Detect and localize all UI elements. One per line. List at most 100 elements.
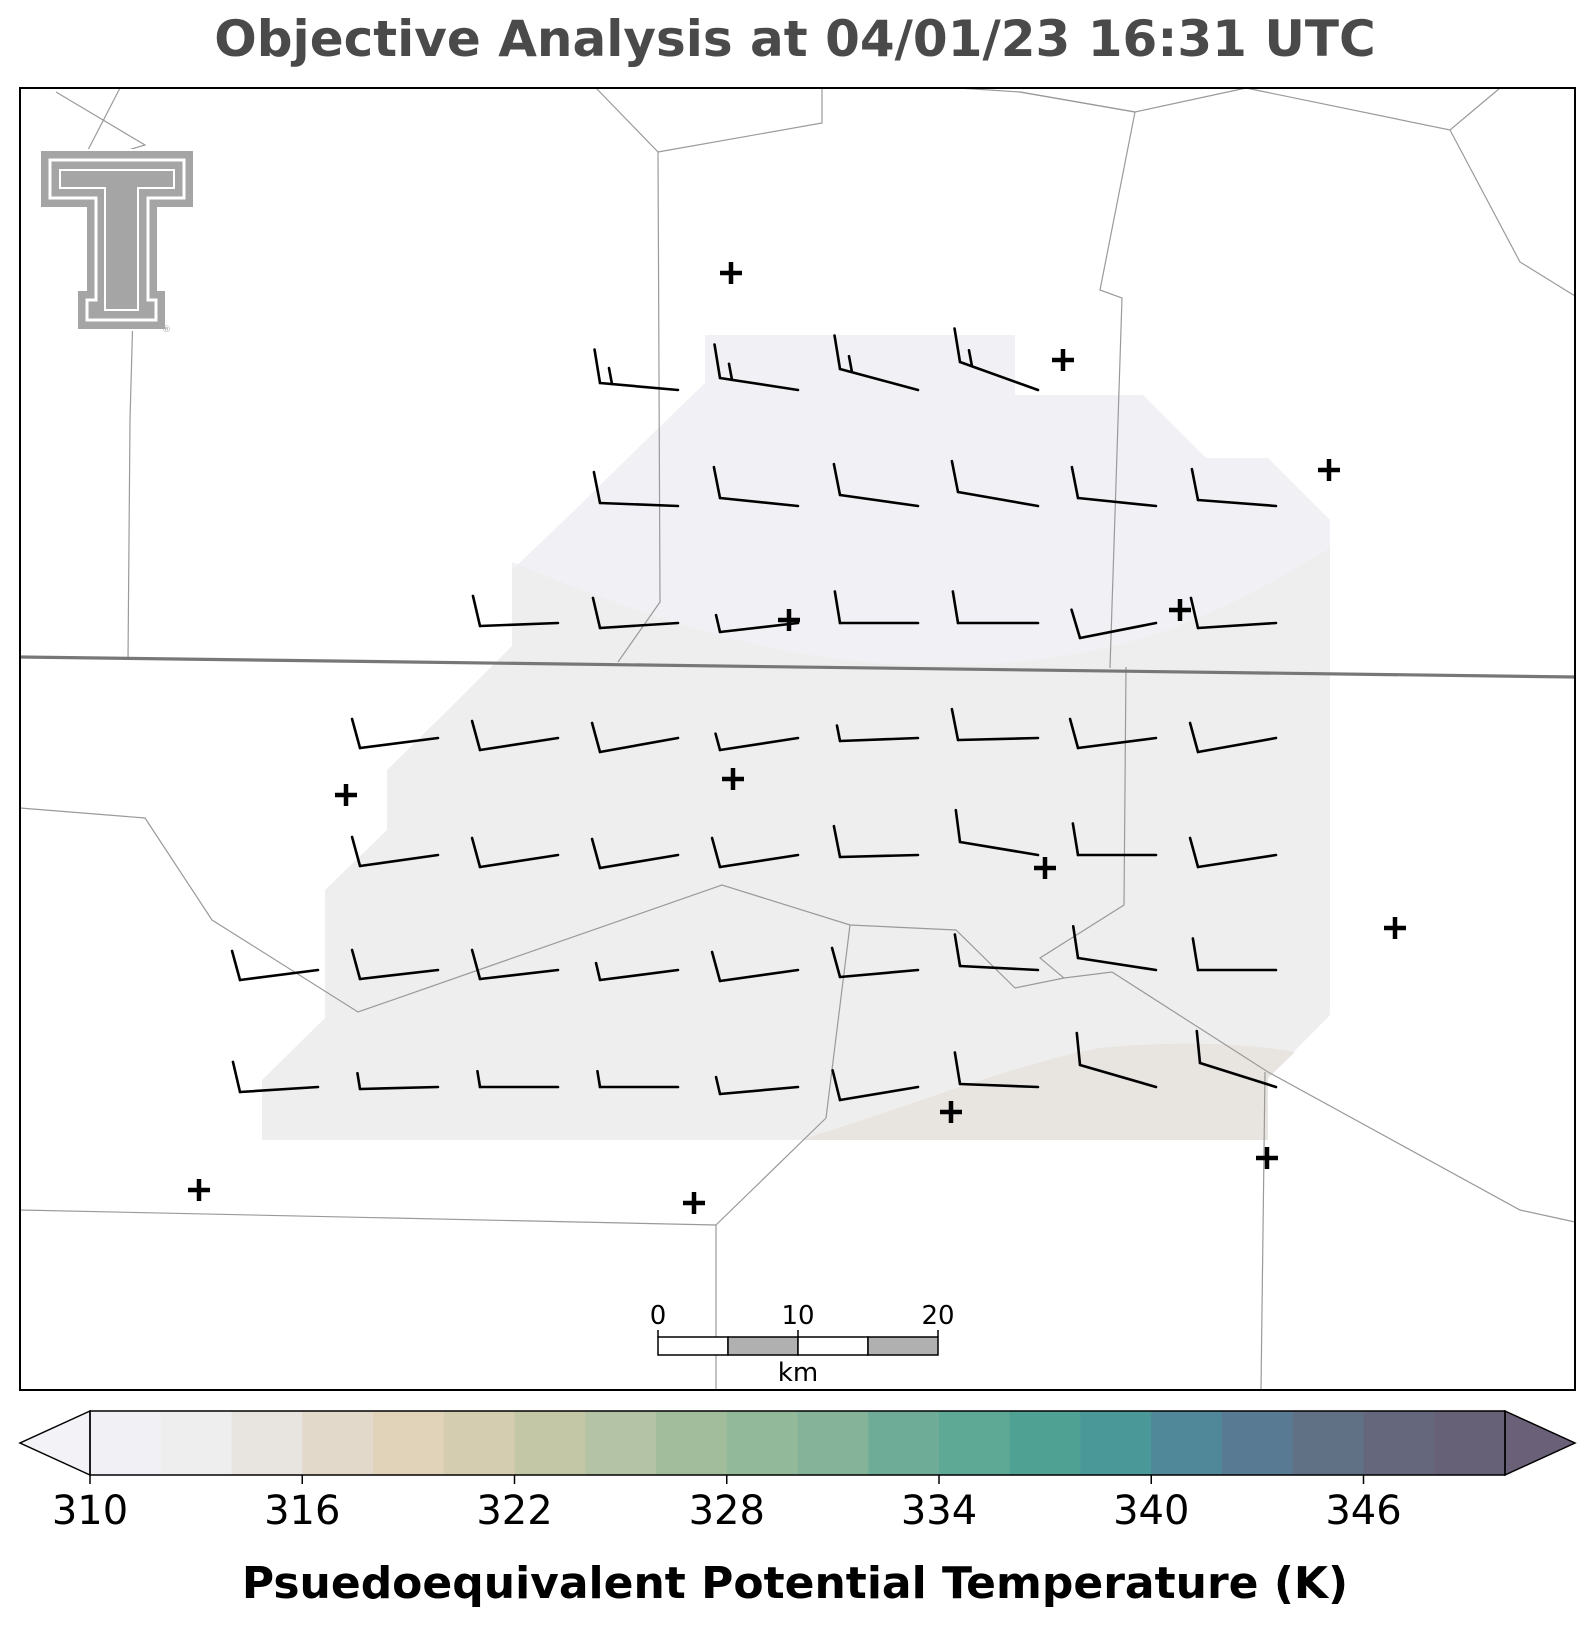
wind-barb bbox=[1070, 608, 1158, 640]
wind-barb bbox=[350, 948, 440, 981]
wind-barb bbox=[710, 950, 800, 983]
station-marker bbox=[940, 1101, 962, 1123]
colorbar-over-arrow bbox=[1504, 1409, 1577, 1477]
colorbar-segment bbox=[1151, 1411, 1223, 1475]
wind-barb bbox=[714, 1075, 800, 1096]
scale-bar-label-20: 20 bbox=[921, 1301, 954, 1331]
wind-barb bbox=[1071, 822, 1158, 857]
colorbar-segment bbox=[1009, 1411, 1081, 1475]
station-marker bbox=[1034, 857, 1056, 879]
logo-inner-t bbox=[48, 158, 186, 322]
map-title: Objective Analysis at 04/01/23 16:31 UTC bbox=[214, 10, 1376, 68]
station-marker bbox=[722, 768, 744, 790]
station-markers bbox=[188, 262, 1406, 1214]
colorbar-segment bbox=[1080, 1411, 1152, 1475]
wind-barb bbox=[594, 961, 680, 982]
colorbar-segment bbox=[90, 1411, 162, 1475]
wind-barb bbox=[470, 719, 560, 752]
wind-barb bbox=[1190, 467, 1278, 508]
wind-barb bbox=[471, 594, 560, 628]
colorbar-segment bbox=[160, 1411, 232, 1475]
wind-barb bbox=[953, 327, 1040, 392]
shading-region-cool bbox=[512, 335, 1330, 666]
scale-bar-segment bbox=[727, 1336, 799, 1356]
colorbar-segment bbox=[585, 1411, 657, 1475]
scale-bar-label-0: 0 bbox=[650, 1301, 667, 1331]
station-marker bbox=[1318, 459, 1340, 481]
colorbar-under-arrow bbox=[18, 1409, 91, 1477]
county-line bbox=[1260, 1071, 1266, 1391]
logo-core-t bbox=[59, 169, 175, 311]
wind-barb bbox=[356, 1071, 440, 1091]
colorbar bbox=[18, 1409, 1577, 1484]
wind-barb bbox=[710, 836, 800, 869]
wind-barb bbox=[953, 1051, 1040, 1089]
wind-barb bbox=[833, 590, 920, 625]
wind-barb bbox=[470, 836, 560, 869]
wind-barb bbox=[476, 1069, 560, 1089]
scale-bar-segment bbox=[657, 1336, 729, 1356]
colorbar-segment bbox=[1222, 1411, 1294, 1475]
wind-barb bbox=[350, 717, 440, 750]
scale-bar: 0 10 20 km bbox=[650, 1301, 955, 1388]
wind-barb bbox=[230, 949, 320, 982]
colorbar-segment bbox=[302, 1411, 374, 1475]
wind-barb bbox=[954, 808, 1040, 857]
station-marker bbox=[683, 1192, 705, 1214]
wind-barb bbox=[1075, 1031, 1158, 1089]
wind-barb bbox=[832, 462, 920, 508]
station-marker bbox=[778, 609, 800, 631]
station-marker bbox=[1256, 1147, 1278, 1169]
colorbar-segment bbox=[1292, 1411, 1364, 1475]
wind-barb bbox=[1188, 836, 1278, 869]
wind-barb bbox=[713, 343, 800, 392]
county-line bbox=[715, 924, 851, 1390]
wind-barb bbox=[596, 1069, 680, 1089]
wind-barb bbox=[470, 948, 560, 981]
station-marker bbox=[1384, 917, 1406, 939]
colorbar-segment bbox=[514, 1411, 586, 1475]
colorbar-tick-label: 340 bbox=[1113, 1488, 1190, 1534]
wind-barb bbox=[1195, 1029, 1278, 1089]
county-line bbox=[1063, 971, 1576, 1223]
scale-bar-segment bbox=[797, 1336, 869, 1356]
station-marker bbox=[1052, 349, 1074, 371]
wind-barb bbox=[950, 459, 1040, 508]
colorbar-label: Psuedoequivalent Potential Temperature (… bbox=[241, 1558, 1349, 1609]
colorbar-segment bbox=[656, 1411, 728, 1475]
map-frame bbox=[19, 87, 1576, 1391]
wind-barb bbox=[953, 933, 1040, 972]
wind-barb bbox=[591, 596, 680, 630]
colorbar-tick-label: 310 bbox=[51, 1488, 129, 1534]
colorbar-segment bbox=[373, 1411, 445, 1475]
colorbar-segment bbox=[1434, 1411, 1506, 1475]
wind-barb bbox=[350, 835, 440, 868]
wind-barb bbox=[830, 946, 920, 979]
wind-barb bbox=[1070, 465, 1158, 508]
colorbar-segment bbox=[939, 1411, 1011, 1475]
state-boundary bbox=[19, 655, 1576, 679]
county-line bbox=[19, 1209, 717, 1226]
county-line bbox=[1019, 91, 1136, 669]
station-marker bbox=[1169, 599, 1191, 621]
wind-barb bbox=[835, 724, 920, 743]
wind-barb bbox=[592, 470, 680, 508]
county-line bbox=[1245, 87, 1501, 131]
colorbar-tick-label: 316 bbox=[264, 1488, 341, 1534]
wind-barb bbox=[590, 837, 680, 870]
colorbar-segment bbox=[231, 1411, 303, 1475]
colorbar-frame bbox=[89, 1410, 1506, 1476]
wind-barb bbox=[1068, 717, 1158, 750]
station-marker bbox=[720, 262, 742, 284]
colorbar-segment bbox=[797, 1411, 869, 1475]
county-line bbox=[657, 88, 823, 153]
county-line bbox=[957, 87, 1247, 113]
station-marker bbox=[188, 1179, 210, 1201]
county-line bbox=[19, 666, 1127, 1013]
wind-barb bbox=[231, 1060, 320, 1094]
colorbar-segment bbox=[726, 1411, 798, 1475]
shading-region-warm bbox=[800, 1043, 1295, 1140]
colorbar-segment bbox=[443, 1411, 515, 1475]
scale-bar-label-10: 10 bbox=[781, 1301, 814, 1331]
